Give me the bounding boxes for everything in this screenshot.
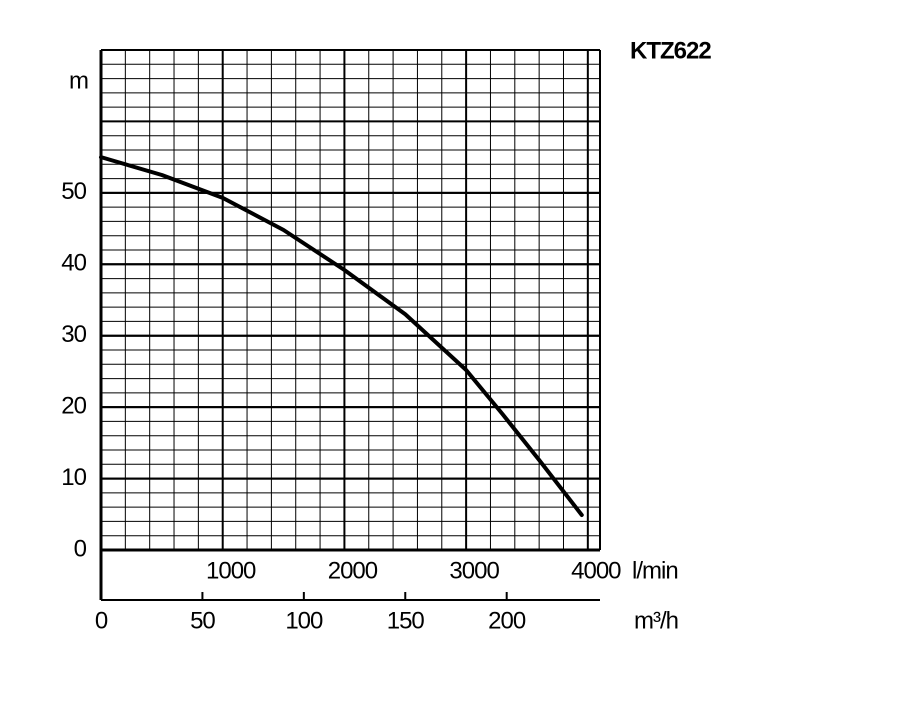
x2-axis-label: m³/h	[634, 607, 678, 634]
x-tick-label: 3000	[449, 557, 499, 584]
x2-tick-label: 200	[488, 607, 526, 634]
x-tick-label: 4000	[571, 557, 621, 584]
y-tick-label: 10	[61, 464, 86, 491]
y-tick-label: 40	[61, 250, 86, 277]
curve	[99, 155, 584, 517]
chart-title: KTZ622	[630, 37, 711, 64]
y-axis-label: m	[69, 67, 88, 94]
y-tick-label: 20	[61, 392, 86, 419]
x2-tick-label: 0	[95, 607, 108, 634]
x2-tick-label: 50	[190, 607, 215, 634]
x2-tick-label: 100	[285, 607, 323, 634]
y-tick-label: 0	[74, 535, 87, 562]
x-tick-label: 2000	[328, 557, 378, 584]
x2-tick-label: 150	[387, 607, 425, 634]
x-tick-label: 1000	[206, 557, 256, 584]
y-tick-label: 50	[61, 178, 86, 205]
y-tick-label: 30	[61, 321, 86, 348]
x-axis-label: l/min	[632, 557, 678, 584]
